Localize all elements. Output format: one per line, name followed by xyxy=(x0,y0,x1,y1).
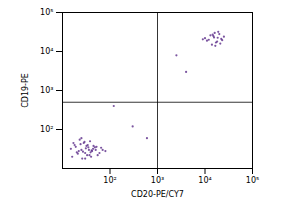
svg-text:10⁴: 10⁴ xyxy=(198,176,211,185)
svg-text:10³: 10³ xyxy=(151,176,164,185)
svg-text:10⁴: 10⁴ xyxy=(40,47,53,56)
svg-text:10⁵: 10⁵ xyxy=(40,8,53,17)
svg-text:10³: 10³ xyxy=(40,86,53,95)
svg-text:10²: 10² xyxy=(40,125,53,134)
svg-text:10⁵: 10⁵ xyxy=(246,176,259,185)
svg-text:CD19-PE: CD19-PE xyxy=(21,73,30,108)
svg-text:CD20-PE/CY7: CD20-PE/CY7 xyxy=(131,190,184,199)
svg-text:10²: 10² xyxy=(103,176,116,185)
